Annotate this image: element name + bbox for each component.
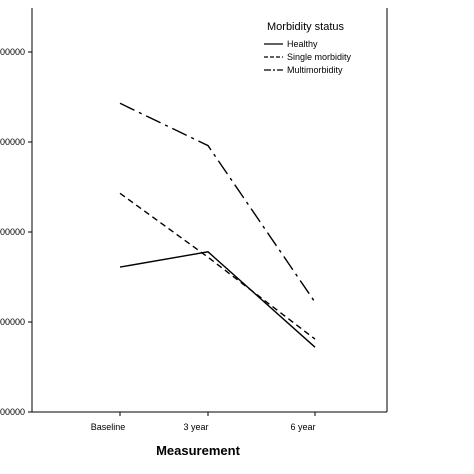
y-tick-label: 00000 (0, 317, 25, 327)
y-tick-label: 00000 (0, 47, 25, 57)
y-tick-label: 00000 (0, 227, 25, 237)
x-tick-label: 6 year (290, 422, 315, 432)
series-line-multimorbidity (119, 102, 316, 303)
x-tick-label: 3 year (183, 422, 208, 432)
y-tick-label: 00000 (0, 137, 25, 147)
legend: Morbidity status Healthy Single morbidity… (264, 21, 352, 75)
legend-title: Morbidity status (267, 21, 345, 33)
axes (31, 8, 388, 413)
series-lines (119, 102, 316, 348)
legend-label: Single morbidity (287, 52, 352, 62)
series-line-single-morbidity (119, 192, 316, 340)
x-tick-label: Baseline (91, 422, 126, 432)
series-line-healthy (119, 251, 316, 348)
legend-label: Multimorbidity (287, 65, 343, 75)
y-tick-label: 00000 (0, 407, 25, 417)
legend-entries: Healthy Single morbidity Multimorbidity (264, 39, 352, 75)
axis-ticks: 00000 00000 00000 00000 00000 Baseline 3 year 6… (0, 47, 316, 432)
legend-label: Healthy (287, 39, 318, 49)
x-axis-title: Measurement (156, 443, 240, 458)
